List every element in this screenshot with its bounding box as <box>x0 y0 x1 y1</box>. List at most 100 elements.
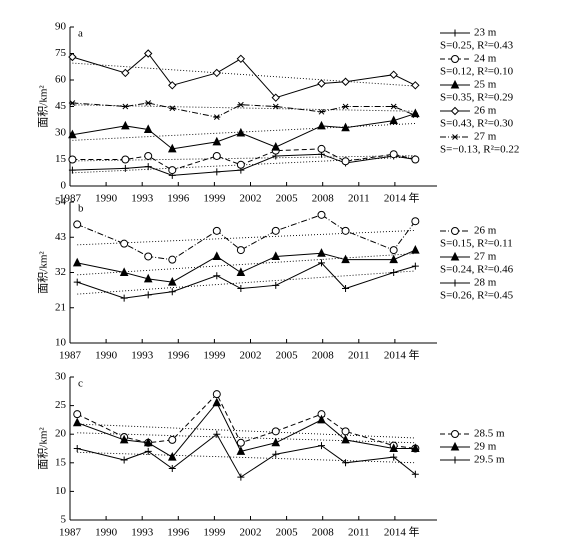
marker <box>236 246 245 255</box>
series-line <box>77 214 416 261</box>
marker <box>236 127 246 137</box>
marker <box>68 129 77 139</box>
marker <box>213 272 221 280</box>
marker <box>451 279 459 287</box>
marker <box>389 246 398 255</box>
marker <box>144 100 152 106</box>
marker <box>212 390 221 399</box>
marker <box>450 79 460 89</box>
marker <box>390 269 398 276</box>
x-tick-label: 2008 <box>312 527 335 539</box>
marker <box>317 108 325 115</box>
x-tick-label: 2008 <box>312 350 335 362</box>
x-tick-label: 2011 <box>348 350 370 362</box>
marker <box>121 120 130 130</box>
legend-stat: S=0.25, R²=0.43 <box>440 40 514 52</box>
marker <box>121 164 129 172</box>
marker <box>411 81 420 90</box>
legend-stat: S=0.35, R²=0.29 <box>440 92 514 104</box>
y-tick-label: 30 <box>55 127 67 139</box>
marker <box>212 151 221 160</box>
marker <box>411 112 419 119</box>
x-tick-label: 1990 <box>95 527 118 539</box>
y-tick-label: 21 <box>55 301 66 313</box>
marker <box>317 259 325 267</box>
panel-label: c <box>78 378 83 390</box>
trend-line <box>77 253 416 276</box>
marker <box>144 49 153 58</box>
marker <box>342 285 350 293</box>
marker <box>237 473 245 481</box>
marker <box>411 443 420 452</box>
marker <box>212 397 222 407</box>
marker <box>236 446 246 455</box>
marker <box>143 437 153 447</box>
legend-label: 26 m <box>474 225 497 237</box>
y-axis-label: 面积/km² <box>37 251 50 294</box>
legend-stat: S=0.43, R²=0.30 <box>440 118 514 130</box>
marker <box>271 427 280 436</box>
marker <box>317 248 326 257</box>
x-tick-label: 2005 <box>276 527 299 539</box>
marker <box>73 220 82 229</box>
marker <box>341 434 350 444</box>
marker <box>72 417 82 427</box>
marker <box>168 255 177 264</box>
marker <box>236 267 246 276</box>
legend-label: 27 m <box>474 131 497 143</box>
marker <box>236 438 245 447</box>
marker <box>341 427 350 436</box>
marker <box>144 291 152 299</box>
y-tick-label: 5 <box>61 514 67 526</box>
marker <box>271 437 281 447</box>
marker <box>237 101 245 108</box>
marker <box>121 68 130 78</box>
x-tick-label: 1993 <box>131 350 154 362</box>
y-tick-label: 10 <box>55 337 67 349</box>
marker <box>144 151 153 160</box>
marker <box>168 81 177 90</box>
marker <box>168 435 177 444</box>
trend-line <box>72 123 416 141</box>
legend-stat: S=−0.13, R²=0.22 <box>440 144 519 156</box>
y-tick-label: 75 <box>55 47 67 59</box>
marker <box>389 150 398 159</box>
marker <box>167 451 177 461</box>
x-tick-label: 1990 <box>95 193 118 205</box>
legend-label: 28.5 m <box>474 428 505 440</box>
marker <box>411 470 419 478</box>
x-tick-label: 1987 <box>59 193 82 205</box>
marker <box>451 29 459 37</box>
marker <box>72 257 82 267</box>
marker <box>73 410 82 419</box>
marker <box>120 456 128 464</box>
marker <box>120 294 128 302</box>
y-axis-label: 面积/km² <box>37 85 50 128</box>
x-tick-label: 1990 <box>95 350 118 362</box>
y-tick-label: 20 <box>55 428 67 440</box>
marker <box>119 434 129 444</box>
marker <box>144 163 152 171</box>
marker <box>121 103 129 110</box>
marker <box>341 254 350 264</box>
marker <box>451 430 459 438</box>
y-tick-label: 15 <box>55 456 67 468</box>
x-tick-label: 2014 <box>384 193 407 205</box>
marker <box>317 144 326 153</box>
marker <box>68 100 76 106</box>
marker <box>73 278 81 286</box>
x-tick-label: 1993 <box>131 527 154 539</box>
marker <box>213 168 221 176</box>
marker <box>167 276 177 286</box>
x-tick-label: 2002 <box>239 527 261 539</box>
marker <box>212 68 222 78</box>
marker <box>389 70 398 79</box>
marker <box>317 442 325 450</box>
legend-label: 28 m <box>474 277 497 289</box>
y-axis-label: 面积/km² <box>37 427 50 470</box>
x-tick-label: 1999 <box>203 350 226 362</box>
y-tick-label: 10 <box>55 485 67 497</box>
x-tick-label: 1987 <box>59 527 82 539</box>
legend-label: 26 m <box>474 105 497 117</box>
marker <box>451 134 459 140</box>
